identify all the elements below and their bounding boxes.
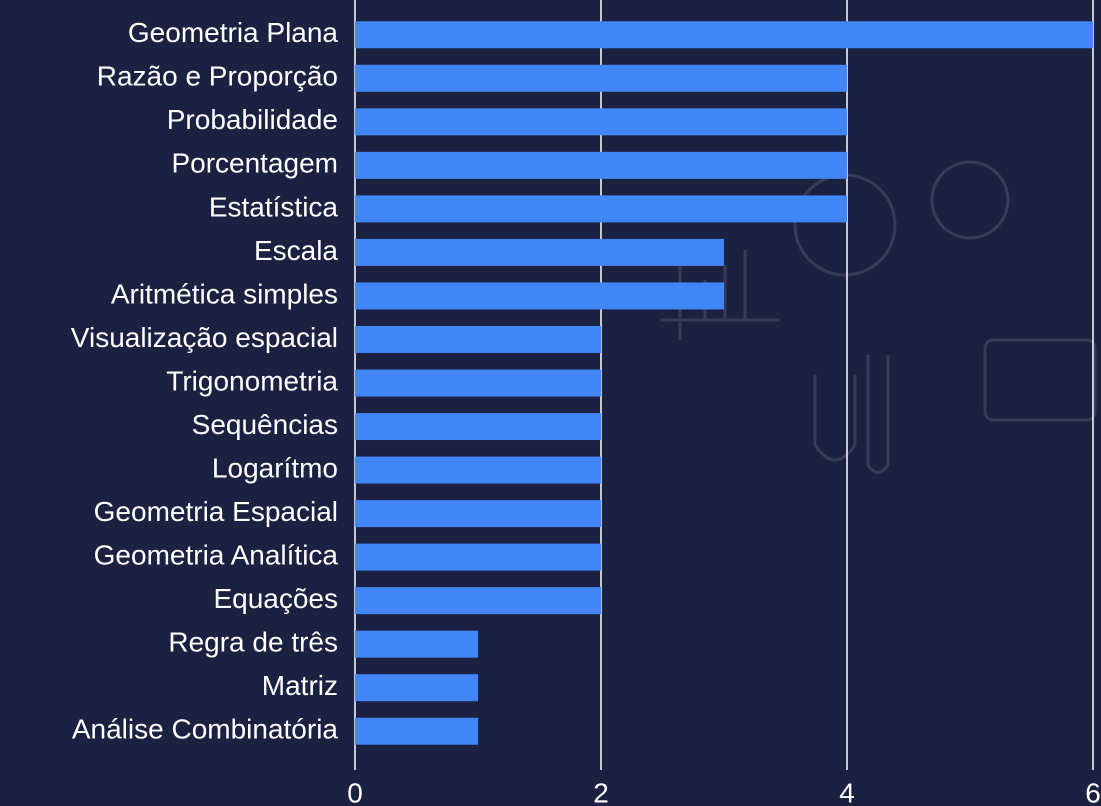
y-tick-label: Equações: [213, 583, 338, 614]
y-tick-label: Matriz: [262, 670, 338, 701]
bar: [355, 456, 601, 484]
y-tick-label: Análise Combinatória: [72, 714, 339, 745]
bar: [355, 282, 724, 310]
bar: [355, 369, 601, 397]
bar: [355, 413, 601, 441]
bar: [355, 630, 478, 658]
x-tick-label: 0: [347, 777, 363, 806]
y-tick-label: Visualização espacial: [71, 322, 338, 353]
y-tick-label: Logarítmo: [212, 452, 338, 483]
y-tick-label: Porcentagem: [171, 148, 338, 179]
y-tick-label: Geometria Plana: [128, 17, 339, 48]
y-tick-label: Regra de três: [168, 627, 338, 658]
y-tick-label: Probabilidade: [167, 104, 338, 135]
bar: [355, 64, 847, 92]
bar: [355, 151, 847, 179]
bar: [355, 21, 1093, 49]
bar: [355, 674, 478, 702]
bar: [355, 325, 601, 353]
bar: [355, 717, 478, 745]
x-tick-label: 4: [839, 777, 855, 806]
y-tick-label: Trigonometria: [166, 365, 338, 396]
x-tick-label: 2: [593, 777, 609, 806]
y-tick-label: Aritmética simples: [111, 278, 338, 309]
y-tick-label: Sequências: [192, 409, 338, 440]
bar: [355, 195, 847, 223]
x-tick-label: 6: [1085, 777, 1101, 806]
y-tick-label: Geometria Analítica: [94, 540, 339, 571]
y-tick-label: Estatística: [209, 191, 339, 222]
bar: [355, 543, 601, 571]
bar: [355, 108, 847, 136]
bar: [355, 500, 601, 528]
y-tick-label: Razão e Proporção: [97, 61, 338, 92]
bar: [355, 238, 724, 266]
bar: [355, 587, 601, 615]
y-tick-label: Geometria Espacial: [94, 496, 338, 527]
y-tick-label: Escala: [254, 235, 338, 266]
